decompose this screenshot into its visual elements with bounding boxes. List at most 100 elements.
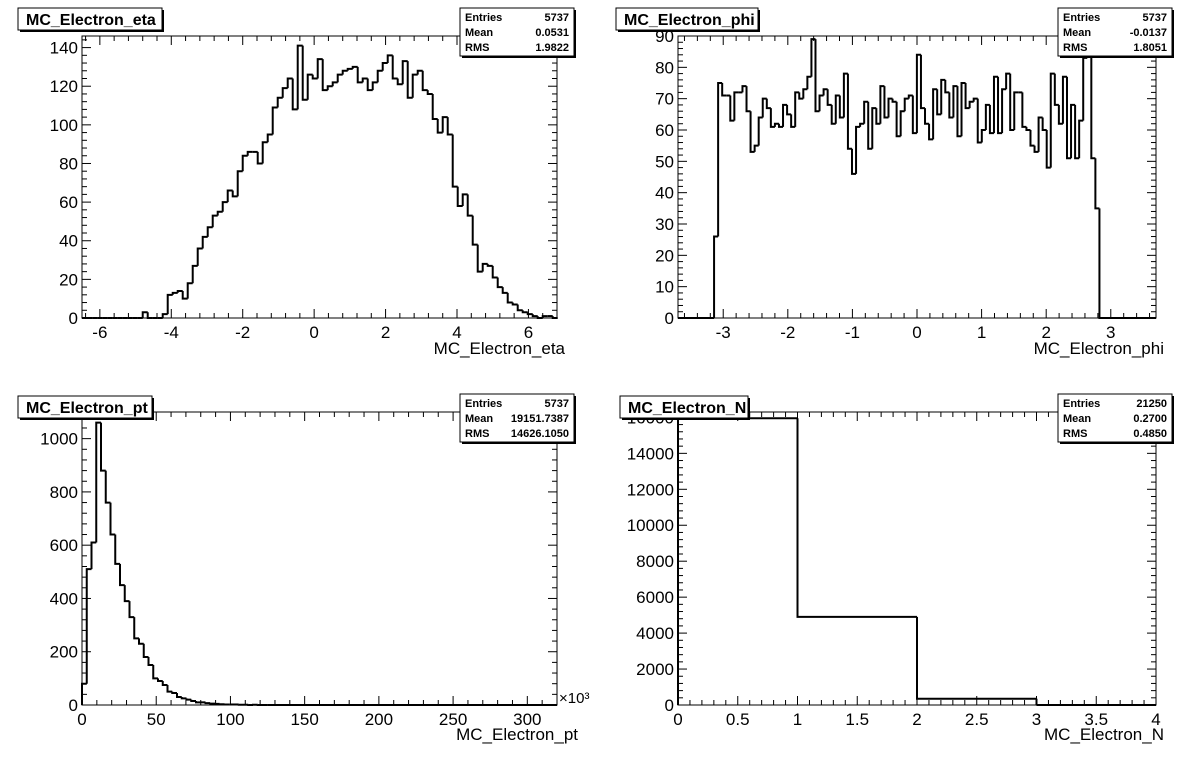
histogram-bin (226, 189, 233, 203)
histogram-bin (745, 86, 751, 113)
histogram-bin (757, 116, 763, 146)
x-tick-label: 3 (1032, 710, 1041, 729)
histogram-bin (481, 262, 488, 272)
histogram-bin (204, 702, 211, 705)
title-box (615, 7, 759, 31)
histogram-bin (186, 282, 193, 299)
histogram-bin (846, 73, 852, 150)
histogram-bin (924, 108, 930, 125)
title-box (17, 395, 153, 419)
histogram-bin (968, 100, 974, 109)
x-tick-label: -1 (845, 323, 860, 342)
stats-label: Mean (465, 27, 493, 39)
histogram-bin (850, 148, 857, 175)
histogram-bin (834, 94, 840, 124)
y-tick-label: 60 (59, 193, 78, 212)
y-tick-label: 400 (50, 589, 78, 608)
stats-value: 14626.1050 (511, 428, 569, 440)
histogram-bin (491, 265, 498, 279)
stats-label: RMS (1063, 42, 1087, 54)
histogram-bin (356, 66, 363, 84)
histogram-bin (956, 86, 962, 138)
histogram-bin (802, 88, 808, 99)
histogram-bin (777, 123, 784, 128)
stats-label: RMS (1063, 428, 1087, 440)
histogram-bin (1053, 73, 1059, 106)
histogram-bin (875, 108, 881, 125)
stats-value: 5737 (1143, 12, 1167, 24)
histogram-bin (1074, 104, 1080, 160)
histogram-bin (152, 665, 158, 680)
histogram-bin (838, 95, 844, 119)
histogram-bin (948, 92, 954, 119)
histogram-bin (211, 214, 218, 228)
histogram-bin (221, 201, 228, 212)
histogram-bin (171, 291, 178, 295)
stats-value: 0.4850 (1133, 428, 1167, 440)
histogram-bin (980, 129, 986, 143)
histogram-bin (1078, 119, 1084, 159)
histogram-bin (138, 638, 144, 645)
histogram-bin (796, 418, 917, 618)
x-tick-label: 50 (147, 710, 166, 729)
y-tick-label: 80 (59, 154, 78, 173)
histogram-bin (180, 697, 187, 700)
stats-label: Entries (1063, 398, 1100, 410)
histogram-bin (988, 104, 994, 135)
histogram-bin (109, 502, 116, 536)
histogram-bin (1029, 130, 1035, 147)
x-tick-label: 3 (1106, 323, 1115, 342)
histogram-bin (782, 103, 788, 127)
histogram-bin (1070, 103, 1076, 159)
histogram-bin (436, 119, 443, 134)
histogram-bin (551, 316, 557, 319)
histogram-bin (940, 78, 946, 115)
x-tick-label: -3 (716, 323, 731, 342)
y-tick-label: 40 (59, 232, 78, 251)
histogram-bin (236, 170, 243, 197)
histogram-bin (936, 89, 942, 116)
histogram-bin (181, 290, 188, 300)
histogram-bin (128, 601, 135, 619)
y-tick-label: 100 (50, 116, 78, 135)
x-tick-label: 2 (1041, 323, 1050, 342)
x-tick-label: 200 (365, 710, 393, 729)
histogram-bin (769, 108, 775, 128)
y-tick-label: 140 (50, 39, 78, 58)
x-tick-label: 1 (793, 710, 802, 729)
y-tick-label: 20 (655, 246, 674, 265)
histogram-title: MC_Electron_eta (26, 12, 156, 29)
histogram-bin (677, 417, 798, 705)
y-tick-label: 6000 (636, 588, 674, 607)
histogram-bin (773, 122, 779, 127)
x-tick-label: 1.5 (845, 710, 869, 729)
histogram-bin (1021, 92, 1027, 128)
stats-value: 19151.7387 (511, 413, 569, 425)
histogram-bin (915, 53, 921, 134)
histogram-bin (1041, 117, 1047, 131)
y-tick-label: 80 (655, 58, 674, 77)
x-tick-label: -6 (92, 323, 107, 342)
histogram-bin (161, 313, 168, 318)
y-tick-label: 20 (59, 270, 78, 289)
x-tick-label: 0 (309, 323, 318, 342)
histogram-bin (301, 45, 308, 101)
histogram-bin (391, 55, 398, 80)
x-axis-label: MC_Electron_phi (1034, 339, 1164, 358)
x-tick-label: 100 (216, 710, 244, 729)
y-tick-label: 200 (50, 643, 78, 662)
stats-label: RMS (465, 42, 489, 54)
x-tick-label: 3.5 (1084, 710, 1108, 729)
plot-frame (81, 35, 558, 319)
stats-label: Mean (465, 413, 493, 425)
histogram-bin (81, 682, 87, 705)
x-tick-label: 0 (912, 323, 921, 342)
histogram-bin (1061, 75, 1067, 124)
histogram-bin (919, 54, 926, 110)
histogram-bin (90, 541, 97, 570)
stats-value: -0.0137 (1130, 27, 1167, 39)
histogram-bin (441, 116, 448, 133)
histogram-bin (786, 104, 792, 116)
histogram-title: MC_Electron_phi (624, 12, 755, 29)
histogram-bin (185, 698, 192, 701)
